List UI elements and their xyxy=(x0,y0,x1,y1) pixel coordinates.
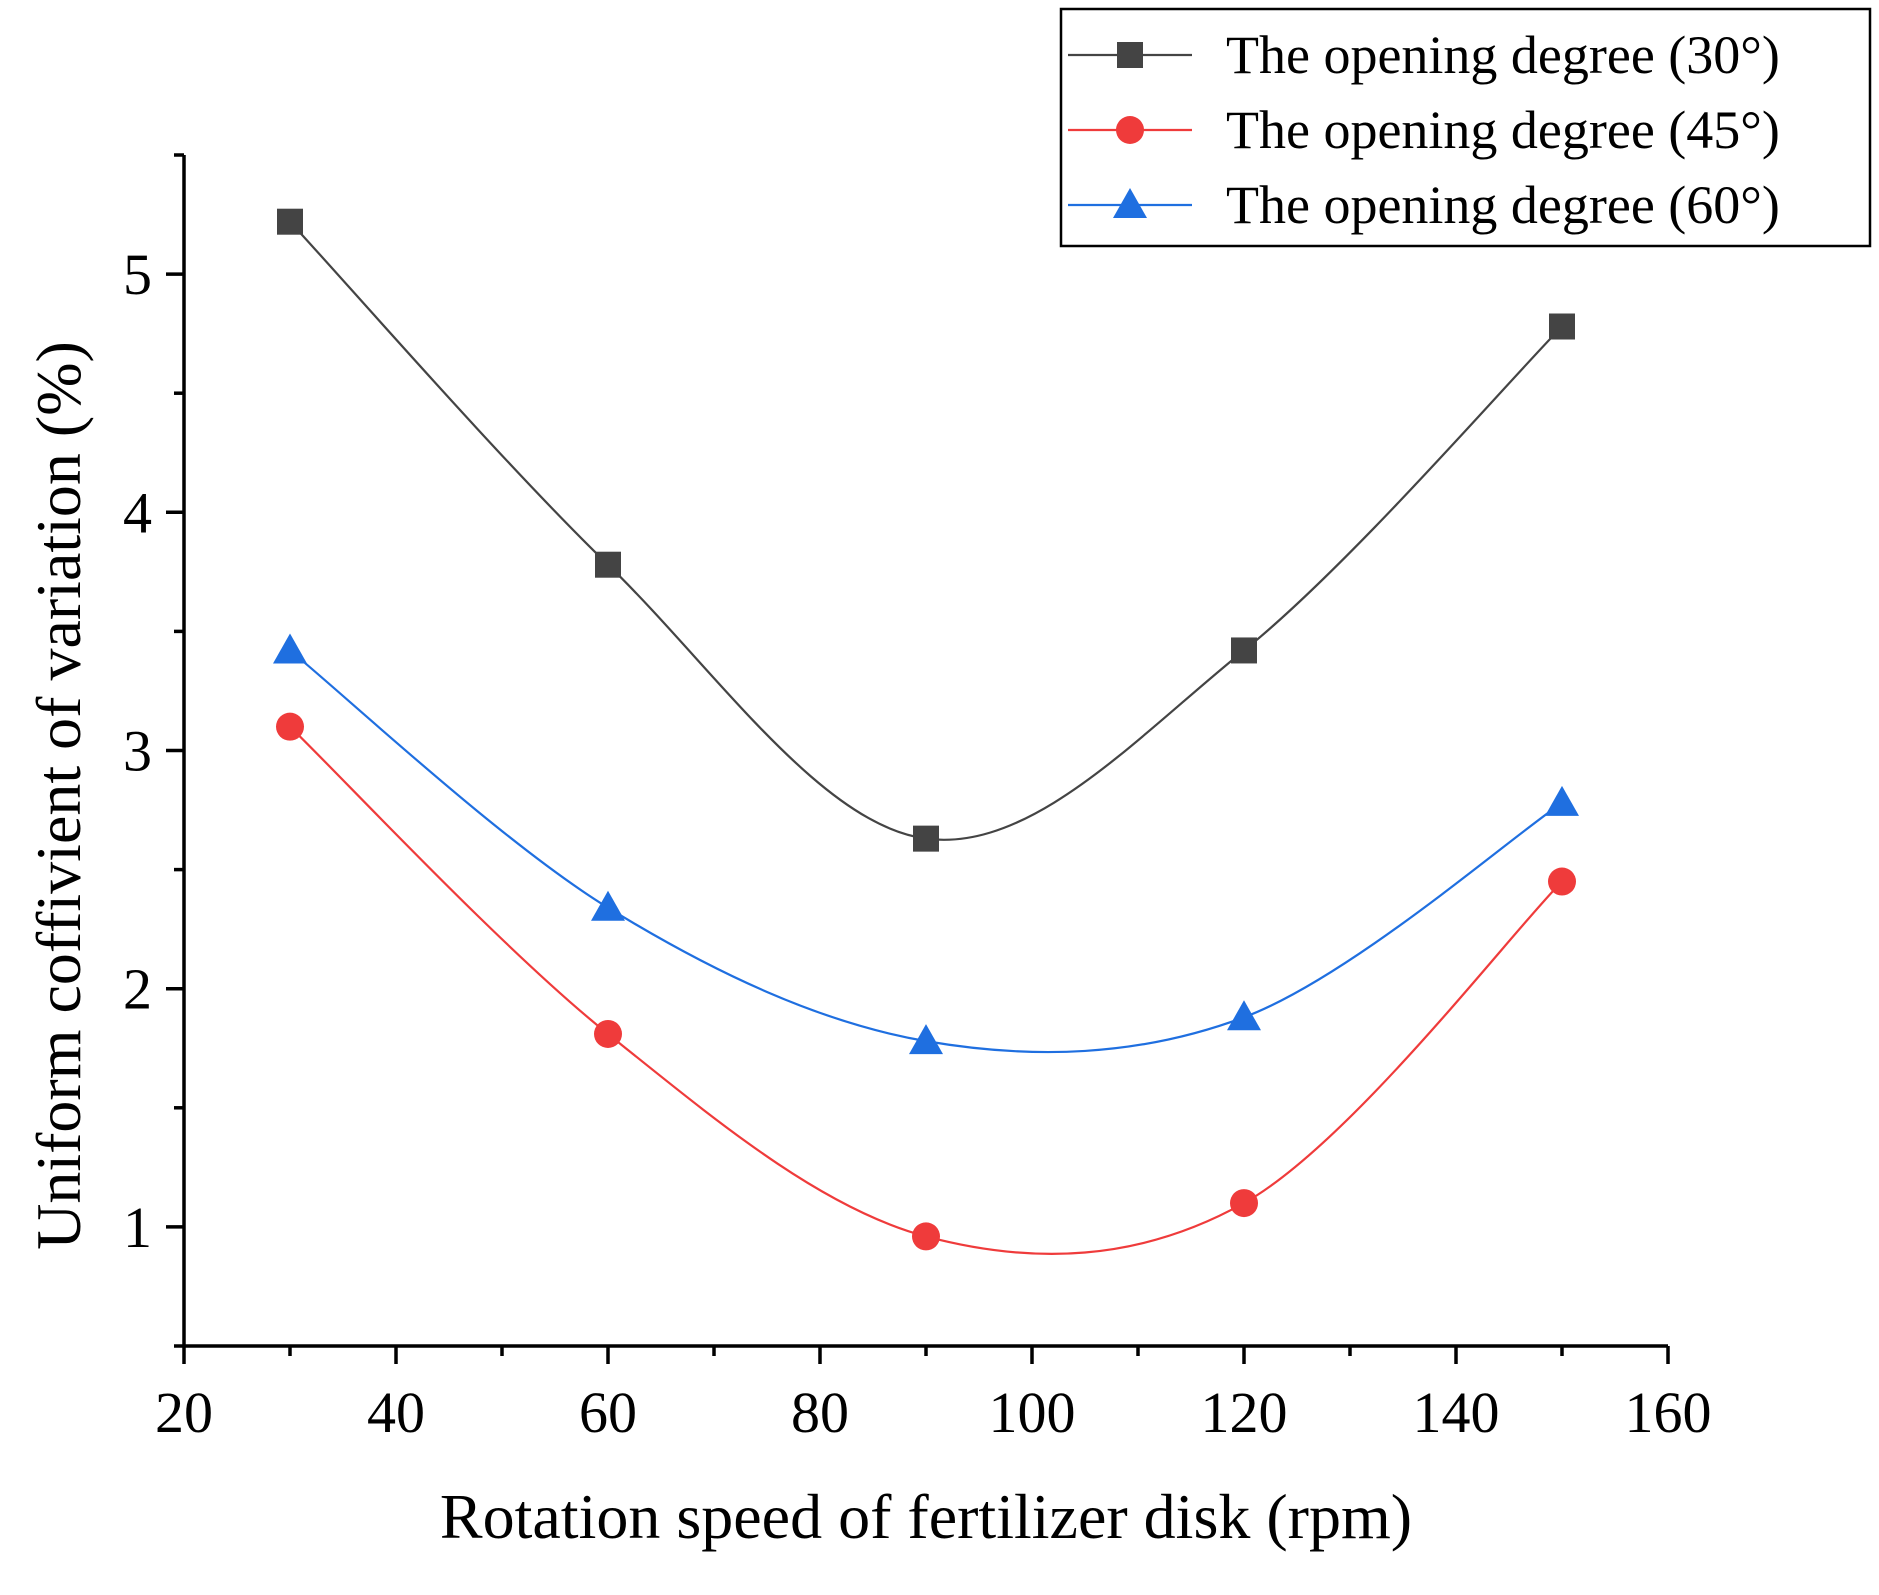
y-tick-label: 3 xyxy=(123,719,152,784)
y-tick-label: 5 xyxy=(123,242,152,307)
legend-item: The opening degree (60°) xyxy=(1068,175,1780,235)
y-axis-title: Uniform coffivient of variation (%) xyxy=(23,341,94,1250)
data-point xyxy=(594,1019,622,1048)
y-tick-label: 1 xyxy=(123,1195,152,1260)
y-tick-label: 2 xyxy=(123,957,152,1022)
x-tick-label: 20 xyxy=(155,1380,213,1445)
legend: The opening degree (30°) The opening degr… xyxy=(1059,7,1872,248)
data-point xyxy=(1230,1189,1258,1218)
x-axis-title: Rotation speed of fertilizer disk (rpm) xyxy=(440,1481,1412,1552)
data-point xyxy=(1227,1000,1261,1031)
data-point xyxy=(591,890,625,921)
series-3 xyxy=(273,633,1579,1055)
data-point xyxy=(1545,785,1579,816)
legend-item: The opening degree (30°) xyxy=(1068,25,1780,85)
data-point xyxy=(909,1024,943,1055)
series-layer xyxy=(273,208,1579,1255)
data-point xyxy=(1231,637,1257,664)
data-point xyxy=(595,551,621,578)
legend-label: The opening degree (30°) xyxy=(1226,25,1780,85)
x-tick-label: 140 xyxy=(1413,1380,1500,1445)
x-tick-label: 120 xyxy=(1201,1380,1288,1445)
x-tick-label: 160 xyxy=(1625,1380,1712,1445)
legend-marker xyxy=(1117,42,1143,68)
series-line xyxy=(289,725,1563,1255)
legend-box xyxy=(1059,7,1872,248)
data-point xyxy=(1549,313,1575,340)
data-point xyxy=(273,633,307,664)
legend-marker xyxy=(1113,188,1147,218)
x-tick-label: 40 xyxy=(367,1380,425,1445)
x-tick-label: 80 xyxy=(791,1380,849,1445)
axes: 20 40 60 80 100 120 140 160 1 2 3 4 5 xyxy=(123,153,1712,1445)
series-2 xyxy=(276,712,1576,1255)
data-point xyxy=(912,1222,940,1251)
data-point xyxy=(913,825,939,852)
legend-label: The opening degree (45°) xyxy=(1226,100,1780,160)
data-point xyxy=(277,208,303,235)
data-point xyxy=(276,712,304,741)
legend-item: The opening degree (45°) xyxy=(1068,100,1780,160)
x-tick-label: 100 xyxy=(989,1380,1076,1445)
y-tick-label: 4 xyxy=(123,480,152,545)
series-line xyxy=(289,220,1563,841)
legend-marker xyxy=(1116,116,1144,144)
series-1 xyxy=(277,208,1575,852)
x-tick-label: 60 xyxy=(579,1380,637,1445)
legend-label: The opening degree (60°) xyxy=(1226,175,1780,235)
data-point xyxy=(1548,867,1576,896)
